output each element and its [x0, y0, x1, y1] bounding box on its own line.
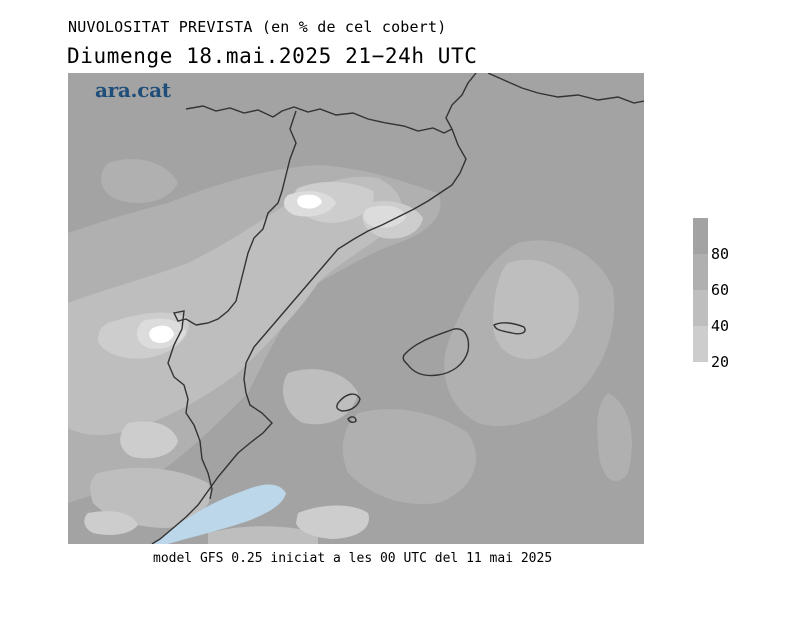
- legend-label-80: 80: [711, 245, 730, 263]
- legend-swatch-80: [693, 254, 708, 290]
- legend-label-40: 40: [711, 317, 730, 335]
- legend-swatch-100: [693, 218, 708, 254]
- legend-swatch-60: [693, 290, 708, 326]
- legend-swatch-40: [693, 326, 708, 362]
- ara-cat-logo: ara.cat: [95, 78, 171, 102]
- legend-label-20: 20: [711, 353, 730, 371]
- cloud-cover-legend: 80 60 40 20: [693, 218, 753, 371]
- legend-label-60: 60: [711, 281, 730, 299]
- clear-sky-zone: [149, 194, 322, 343]
- cloud-cover-map: [68, 73, 644, 544]
- map-subtitle: Diumenge 18.mai.2025 21−24h UTC: [67, 44, 478, 68]
- borders-coastline: [151, 73, 644, 544]
- precipitation-area: [153, 484, 286, 544]
- model-run-info: model GFS 0.25 iniciat a les 00 UTC del …: [153, 551, 553, 566]
- map-canvas: [68, 73, 644, 544]
- map-title: NUVOLOSITAT PREVISTA (en % de cel cobert…: [68, 18, 447, 36]
